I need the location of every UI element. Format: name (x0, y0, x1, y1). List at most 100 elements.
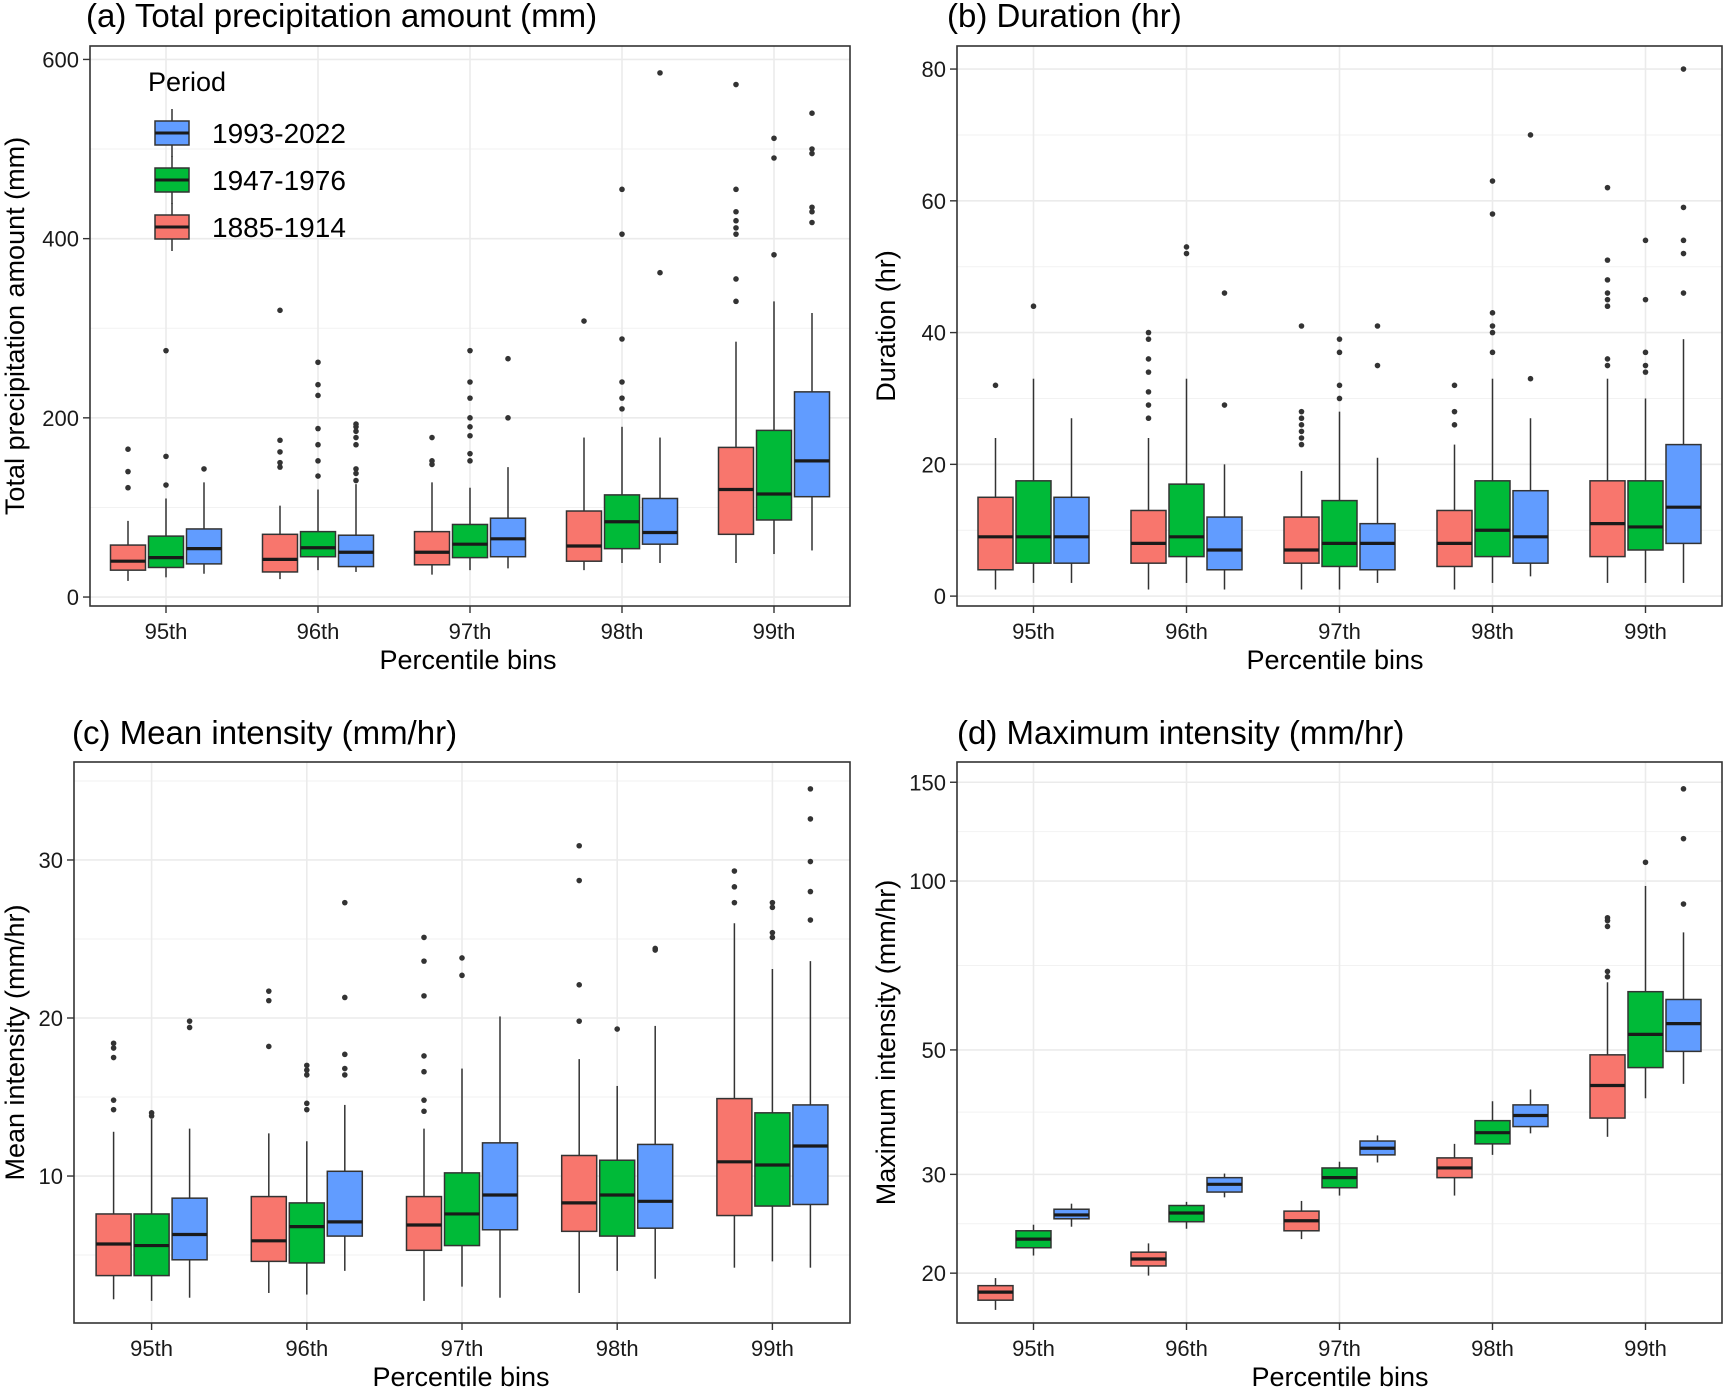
outlier-point (733, 225, 739, 231)
outlier-point (619, 336, 625, 342)
outlier-point (769, 929, 776, 936)
legend-label: 1885-1914 (212, 212, 346, 243)
box-iqr (1665, 443, 1702, 545)
outlier-point (110, 1045, 117, 1051)
outlier-point (353, 441, 359, 448)
outlier-point (731, 884, 738, 890)
box-1947-1976-97th (1321, 336, 1358, 590)
outlier-point (125, 468, 131, 475)
y-tick-label: 200 (42, 406, 79, 431)
legend-title: Period (148, 67, 226, 97)
outlier-point (277, 459, 283, 466)
outlier-point (809, 146, 815, 152)
x-tick-label: 95th (145, 619, 188, 644)
outlier-point (807, 816, 814, 822)
x-tick-label: 96th (1165, 1336, 1208, 1361)
box-1993-2022-98th (641, 70, 679, 563)
outlier-point (1604, 914, 1611, 921)
outlier-point (421, 958, 427, 964)
box-1947-1976-95th (1015, 303, 1052, 583)
box-iqr (755, 429, 793, 521)
legend: Period 1993-2022 1947-1976 1885-1914 (148, 67, 346, 251)
outlier-point (1489, 349, 1496, 356)
outlier-point (657, 70, 663, 76)
outlier-point (467, 450, 473, 457)
outlier-point (1642, 349, 1649, 356)
x-tick-label: 96th (297, 619, 340, 644)
outlier-point (731, 899, 738, 906)
outlier-point (266, 988, 272, 994)
box-iqr (413, 530, 451, 566)
outlier-point (576, 982, 582, 988)
y-tick-label: 0 (67, 585, 79, 610)
x-tick-label: 99th (1624, 1336, 1667, 1361)
x-tick-label: 97th (449, 619, 492, 644)
y-tick-label: 80 (922, 57, 946, 82)
outlier-point (421, 1108, 427, 1115)
outlier-point (619, 406, 625, 412)
box-1947-1976-98th (1474, 1101, 1511, 1155)
box-1885-1914-99th (716, 868, 753, 1268)
outlier-point (809, 219, 815, 226)
outlier-point (1642, 369, 1649, 375)
outlier-point (733, 231, 739, 237)
outlier-point (342, 899, 348, 906)
box-iqr (299, 530, 337, 558)
outlier-point (125, 446, 131, 453)
box-iqr (1130, 509, 1167, 564)
outlier-point (771, 135, 777, 142)
outlier-point (1680, 66, 1687, 72)
box-iqr (171, 1197, 208, 1261)
outlier-point (614, 1026, 620, 1032)
outlier-point (505, 355, 511, 362)
x-axis-title: Percentile bins (1246, 645, 1423, 675)
outlier-point (353, 434, 359, 441)
box-iqr (754, 1112, 791, 1207)
box-1885-1914-97th (413, 434, 451, 575)
outlier-point (315, 473, 321, 479)
outlier-point (342, 1065, 348, 1072)
y-axis-title: Maximum intensity (mm/hr) (871, 880, 901, 1206)
box-1993-2022-99th (1665, 66, 1702, 583)
outlier-point (733, 298, 739, 305)
box-iqr (1665, 998, 1702, 1053)
box-1885-1914-95th (977, 382, 1014, 590)
outlier-point (1489, 323, 1496, 329)
box-1947-1976-98th (598, 1026, 636, 1271)
outlier-point (1221, 290, 1228, 296)
outlier-point (1604, 184, 1611, 191)
outlier-point (1374, 362, 1381, 369)
outlier-point (1298, 435, 1305, 441)
outlier-point (1642, 237, 1649, 244)
panel-title: (d) Maximum intensity (mm/hr) (957, 714, 1404, 751)
panel-border (956, 45, 1723, 607)
outlier-point (809, 208, 815, 215)
y-tick-label: 150 (909, 770, 946, 795)
box-1993-2022-95th (171, 1018, 208, 1298)
outlier-point (1145, 356, 1152, 362)
outlier-point (148, 1110, 155, 1116)
box-iqr (1206, 516, 1243, 571)
outlier-point (1489, 211, 1496, 217)
outlier-point (1298, 422, 1305, 428)
box-iqr (250, 1195, 288, 1263)
outlier-point (266, 997, 272, 1004)
outlier-point (1145, 415, 1152, 422)
panel-d: 20 30 50 100 150 95th 96th 97th 98th 99th (d) Maxi… (871, 714, 1723, 1387)
legend-item: 1947-1976 (154, 156, 346, 204)
outlier-point (1451, 422, 1458, 428)
panel-a: 0 200 400 600 95th 96th 97th 98th 99th (a) Total … (0, 0, 851, 675)
box-1947-1976-96th (288, 1062, 326, 1295)
outlier-point (467, 395, 473, 401)
box-iqr (641, 497, 679, 545)
box-1885-1914-97th (1283, 1200, 1320, 1240)
box-iqr (565, 510, 603, 562)
y-tick-label: 400 (42, 227, 79, 252)
outlier-point (1604, 362, 1611, 369)
outlier-point (807, 888, 814, 895)
outlier-point (421, 993, 427, 999)
box-iqr (560, 1154, 598, 1233)
x-tick-label: 99th (1624, 619, 1667, 644)
box-1993-2022-98th (636, 945, 674, 1279)
outlier-point (353, 466, 359, 472)
